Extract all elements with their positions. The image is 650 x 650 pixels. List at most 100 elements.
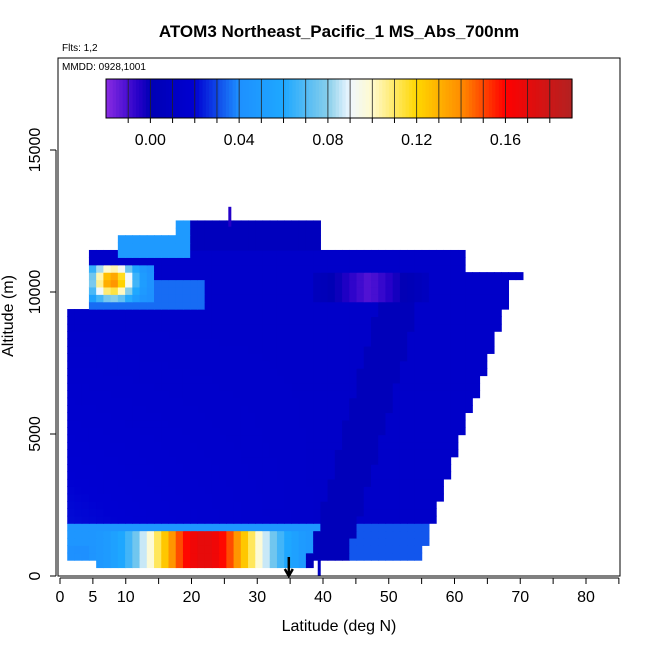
curtain-cell <box>269 560 278 569</box>
curtain-cell <box>255 464 264 473</box>
curtain-cell <box>88 486 97 495</box>
curtain-cell <box>291 301 300 310</box>
curtain-cell <box>291 390 300 399</box>
curtain-cell <box>356 508 365 517</box>
curtain-cell <box>414 412 423 421</box>
curtain-cell <box>305 309 314 318</box>
curtain-cell <box>262 508 271 517</box>
curtain-cell <box>175 419 184 428</box>
curtain-cell <box>356 316 365 325</box>
curtain-cell <box>74 545 83 554</box>
curtain-cell <box>211 331 220 340</box>
curtain-cell <box>334 501 343 510</box>
curtain-cell <box>363 301 372 310</box>
curtain-cell <box>197 279 206 288</box>
curtain-cell <box>132 501 141 510</box>
curtain-cell <box>96 530 104 539</box>
curtain-cell <box>190 508 199 517</box>
curtain-cell <box>407 501 415 510</box>
curtain-cell <box>414 523 423 532</box>
curtain-cell <box>154 294 162 303</box>
curtain-cell <box>67 397 76 406</box>
curtain-cell <box>161 405 170 414</box>
curtain-cell <box>407 515 415 524</box>
curtain-cell <box>154 309 162 318</box>
curtain-cell <box>378 272 387 281</box>
curtain-cell <box>291 345 300 354</box>
curtain-cell <box>211 486 220 495</box>
curtain-cell <box>168 427 177 436</box>
curtain-cell <box>399 272 408 281</box>
curtain-cell <box>262 257 271 266</box>
curtain-cell <box>96 405 104 414</box>
curtain-cell <box>421 493 430 502</box>
curtain-cell <box>146 537 155 546</box>
curtain-cell <box>421 456 430 465</box>
curtain-cell <box>226 493 235 502</box>
curtain-cell <box>392 471 401 480</box>
curtain-cell <box>125 478 133 487</box>
curtain-cell <box>125 427 133 436</box>
curtain-cell <box>392 382 401 391</box>
curtain-cell <box>103 560 112 569</box>
curtain-cell <box>356 478 365 487</box>
curtain-cell <box>465 272 473 281</box>
curtain-cell <box>262 523 271 532</box>
curtain-cell <box>240 537 249 546</box>
curtain-cell <box>67 360 76 369</box>
curtain-cell <box>356 412 365 421</box>
curtain-cell <box>240 486 249 495</box>
curtain-cell <box>298 316 307 325</box>
curtain-cell <box>501 286 510 295</box>
curtain-cell <box>313 412 321 421</box>
curtain-cell <box>414 456 423 465</box>
curtain-cell <box>125 382 133 391</box>
curtain-cell <box>276 323 285 332</box>
curtain-cell <box>139 286 148 295</box>
colorbar-swatch <box>142 79 147 118</box>
curtain-cell <box>175 493 184 502</box>
curtain-cell <box>226 486 235 495</box>
curtain-cell <box>378 449 387 458</box>
curtain-cell <box>334 397 343 406</box>
curtain-cell <box>399 316 408 325</box>
curtain-cell <box>197 508 206 517</box>
curtain-cell <box>74 360 83 369</box>
curtain-cell <box>132 375 141 384</box>
curtain-cell <box>443 272 452 281</box>
curtain-cell <box>248 220 256 229</box>
curtain-cell <box>96 353 104 362</box>
curtain-cell <box>168 530 177 539</box>
colorbar-swatch <box>219 79 224 118</box>
curtain-cell <box>342 552 350 561</box>
curtain-cell <box>146 471 155 480</box>
curtain-cell <box>154 412 162 421</box>
curtain-cell <box>132 471 141 480</box>
curtain-cell <box>276 301 285 310</box>
curtain-cell <box>392 309 401 318</box>
curtain-cell <box>262 286 271 295</box>
curtain-cell <box>320 368 329 377</box>
curtain-cell <box>385 368 394 377</box>
curtain-cell <box>342 331 350 340</box>
curtain-cell <box>269 279 278 288</box>
curtain-cell <box>428 375 437 384</box>
curtain-cell <box>233 508 242 517</box>
curtain-cell <box>421 464 430 473</box>
curtain-cell <box>81 456 90 465</box>
curtain-cell <box>298 530 307 539</box>
curtain-cell <box>349 338 358 347</box>
curtain-cell <box>363 353 372 362</box>
curtain-cell <box>486 331 495 340</box>
curtain-cell <box>88 368 97 377</box>
curtain-cell <box>414 486 423 495</box>
curtain-cell <box>378 360 387 369</box>
colorbar-swatch <box>518 79 523 118</box>
curtain-cell <box>363 405 372 414</box>
curtain-cell <box>132 368 141 377</box>
colorbar-swatch <box>122 79 127 118</box>
curtain-cell <box>132 242 141 251</box>
curtain-cell <box>399 279 408 288</box>
curtain-cell <box>226 405 235 414</box>
curtain-cell <box>298 390 307 399</box>
